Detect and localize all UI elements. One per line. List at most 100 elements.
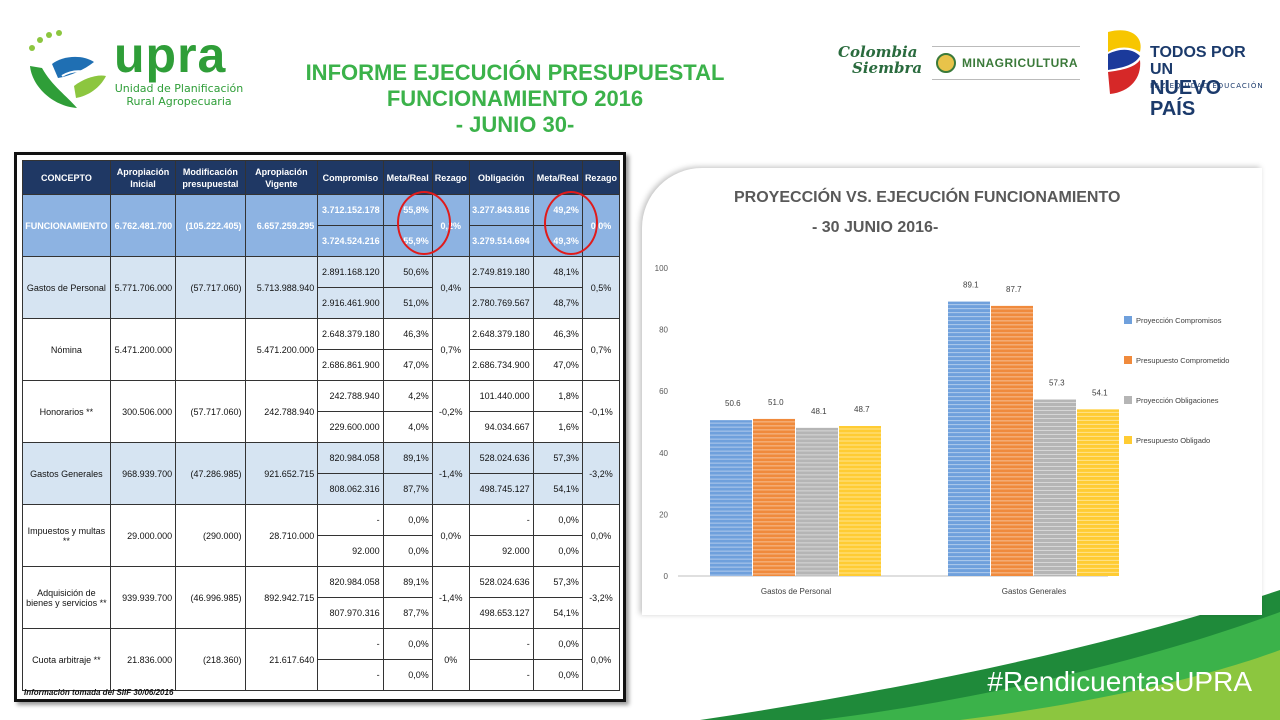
cell-real-obligacion: 47,0% — [532, 349, 583, 381]
cell-meta-real-compromiso: 89,1% — [382, 566, 433, 598]
cell-modificacion: (47.286.985) — [175, 442, 246, 505]
bar — [710, 420, 752, 576]
cell-rezago-compromiso: 0% — [431, 628, 470, 691]
cell-compromiso-real: 3.724.524.216 — [317, 225, 384, 257]
table-row: FUNCIONAMIENTO 6.762.481.700 (105.222.405)… — [22, 194, 621, 257]
upra-hands-icon — [29, 30, 106, 108]
legend-swatch — [1124, 396, 1132, 404]
cell-concepto: Gastos de Personal — [22, 256, 111, 319]
cell-concepto: Gastos Generales — [22, 442, 111, 505]
cell-obligacion-real: 2.780.769.567 — [468, 287, 534, 319]
cell-apropiacion-inicial: 21.836.000 — [109, 628, 177, 691]
cell-real-obligacion: 1,6% — [532, 411, 583, 443]
bar — [948, 301, 990, 576]
legend-swatch — [1124, 356, 1132, 364]
table-row: Cuota arbitraje ** 21.836.000 (218.360) 21.… — [22, 628, 621, 691]
legend-swatch — [1124, 316, 1132, 324]
todos-line2: NUEVO PAÍS — [1150, 77, 1222, 120]
header-modificacion: Modificación presupuestal — [175, 160, 246, 195]
table-row: Honorarios ** 300.506.000 (57.717.060) 242.… — [22, 380, 621, 443]
cell-apropiacion-vigente: 6.657.259.295 — [244, 194, 319, 257]
cell-compromiso-meta: 242.788.940 — [317, 380, 384, 412]
cell-meta-real-compromiso: 46,3% — [382, 318, 433, 350]
header-compromiso: Compromiso — [317, 160, 384, 195]
cell-obligacion-meta: 528.024.636 — [468, 566, 534, 598]
cell-concepto: Cuota arbitraje ** — [22, 628, 111, 691]
x-category-label: Gastos Generales — [1002, 587, 1066, 596]
cell-meta-real-compromiso: 0,0% — [382, 628, 433, 660]
cell-obligacion-real: 2.686.734.900 — [468, 349, 534, 381]
cell-meta-real-compromiso: 89,1% — [382, 442, 433, 474]
cell-concepto: Adquisición de bienes y servicios ** — [22, 566, 111, 629]
cell-apropiacion-inicial: 939.939.700 — [109, 566, 177, 629]
cell-rezago-compromiso: 0,0% — [431, 504, 470, 567]
y-tick-label: 80 — [659, 326, 668, 335]
cell-real-obligacion: 54,1% — [532, 473, 583, 505]
cell-apropiacion-inicial: 300.506.000 — [109, 380, 177, 443]
header-rezago-2: Rezago — [581, 160, 621, 195]
chart-panel: PROYECCIÓN VS. EJECUCIÓN FUNCIONAMIENTO … — [642, 168, 1262, 615]
cell-compromiso-meta: - — [317, 504, 384, 536]
colombia-seal-icon — [936, 53, 956, 73]
cell-real-compromiso: 87,7% — [382, 597, 433, 629]
cell-compromiso-meta: 820.984.058 — [317, 566, 384, 598]
legend-swatch — [1124, 436, 1132, 444]
table-row: Gastos Generales 968.939.700 (47.286.985) 9… — [22, 442, 621, 505]
cell-apropiacion-inicial: 6.762.481.700 — [109, 194, 177, 257]
legend-label: Presupuesto Obligado — [1136, 436, 1210, 445]
header-concepto: CONCEPTO — [22, 160, 111, 195]
cell-rezago-obligacion: 0,0% — [581, 194, 621, 257]
table-row-sub: 807.970.316 87,7% 498.653.127 54,1% — [23, 597, 620, 629]
cell-concepto: FUNCIONAMIENTO — [22, 194, 111, 257]
bar-value-label: 48.1 — [811, 407, 827, 416]
title-line1: INFORME EJECUCIÓN PRESUPUESTAL — [305, 60, 725, 85]
cell-real-compromiso: 87,7% — [382, 473, 433, 505]
cell-apropiacion-vigente: 921.652.715 — [244, 442, 319, 505]
upra-subtitle: Unidad de Planificación Rural Agropecuar… — [114, 82, 244, 108]
cell-modificacion: (218.360) — [175, 628, 246, 691]
cell-modificacion: (290.000) — [175, 504, 246, 567]
cell-compromiso-real: 808.062.316 — [317, 473, 384, 505]
bar-value-label: 51.0 — [768, 398, 784, 407]
y-tick-label: 40 — [659, 449, 668, 458]
legend-label: Proyección Obligaciones — [1136, 396, 1219, 405]
cell-concepto: Nómina — [22, 318, 111, 381]
y-tick-label: 100 — [655, 264, 669, 273]
cell-compromiso-real: - — [317, 659, 384, 691]
cell-meta-real-obligacion: 48,1% — [532, 256, 583, 288]
cell-obligacion-meta: - — [468, 628, 534, 660]
cell-apropiacion-vigente: 28.710.000 — [244, 504, 319, 567]
cell-compromiso-meta: 820.984.058 — [317, 442, 384, 474]
cell-apropiacion-vigente: 242.788.940 — [244, 380, 319, 443]
cell-obligacion-real: - — [468, 659, 534, 691]
cell-modificacion: (46.996.985) — [175, 566, 246, 629]
cell-apropiacion-inicial: 968.939.700 — [109, 442, 177, 505]
chart-marks: 0 20 40 60 80 100 50.6 51.0 48.1 48.7 Gastos de Pe… — [655, 264, 1230, 596]
table-row: Impuestos y multas ** 29.000.000 (290.000)… — [22, 504, 621, 567]
cell-rezago-compromiso: 0,4% — [431, 256, 470, 319]
cell-apropiacion-vigente: 5.713.988.940 — [244, 256, 319, 319]
bar-value-label: 89.1 — [963, 281, 979, 290]
cell-obligacion-meta: - — [468, 504, 534, 536]
cell-real-obligacion: 54,1% — [532, 597, 583, 629]
table-row-sub: 2.916.461.900 51,0% 2.780.769.567 48,7% — [23, 287, 620, 319]
minagricultura-logo: MINAGRICULTURA — [932, 46, 1080, 80]
upra-logo: upra Unidad de Planificación Rural Agrop… — [22, 26, 244, 116]
cell-meta-real-obligacion: 46,3% — [532, 318, 583, 350]
budget-table: CONCEPTO Apropiación Inicial Modificació… — [22, 160, 621, 691]
legend-label: Proyección Compromisos — [1136, 316, 1222, 325]
cell-real-obligacion: 48,7% — [532, 287, 583, 319]
bar-value-label: 87.7 — [1006, 285, 1022, 294]
cell-apropiacion-inicial: 5.771.706.000 — [109, 256, 177, 319]
cell-compromiso-meta: 3.712.152.178 — [317, 194, 384, 226]
header-apropiacion-inicial: Apropiación Inicial — [109, 160, 177, 195]
cell-rezago-obligacion: 0,7% — [581, 318, 621, 381]
highlight-circle-compromiso — [397, 191, 451, 255]
cell-obligacion-real: 498.653.127 — [468, 597, 534, 629]
bar-value-label: 48.7 — [854, 405, 870, 414]
colombia-siembra-line1: Colombia — [838, 43, 918, 61]
page-title: INFORME EJECUCIÓN PRESUPUESTAL FUNCIONAM… — [280, 60, 750, 138]
cell-obligacion-meta: 3.277.843.816 — [468, 194, 534, 226]
table-row-sub: -0,0% -0,0% — [23, 659, 620, 691]
